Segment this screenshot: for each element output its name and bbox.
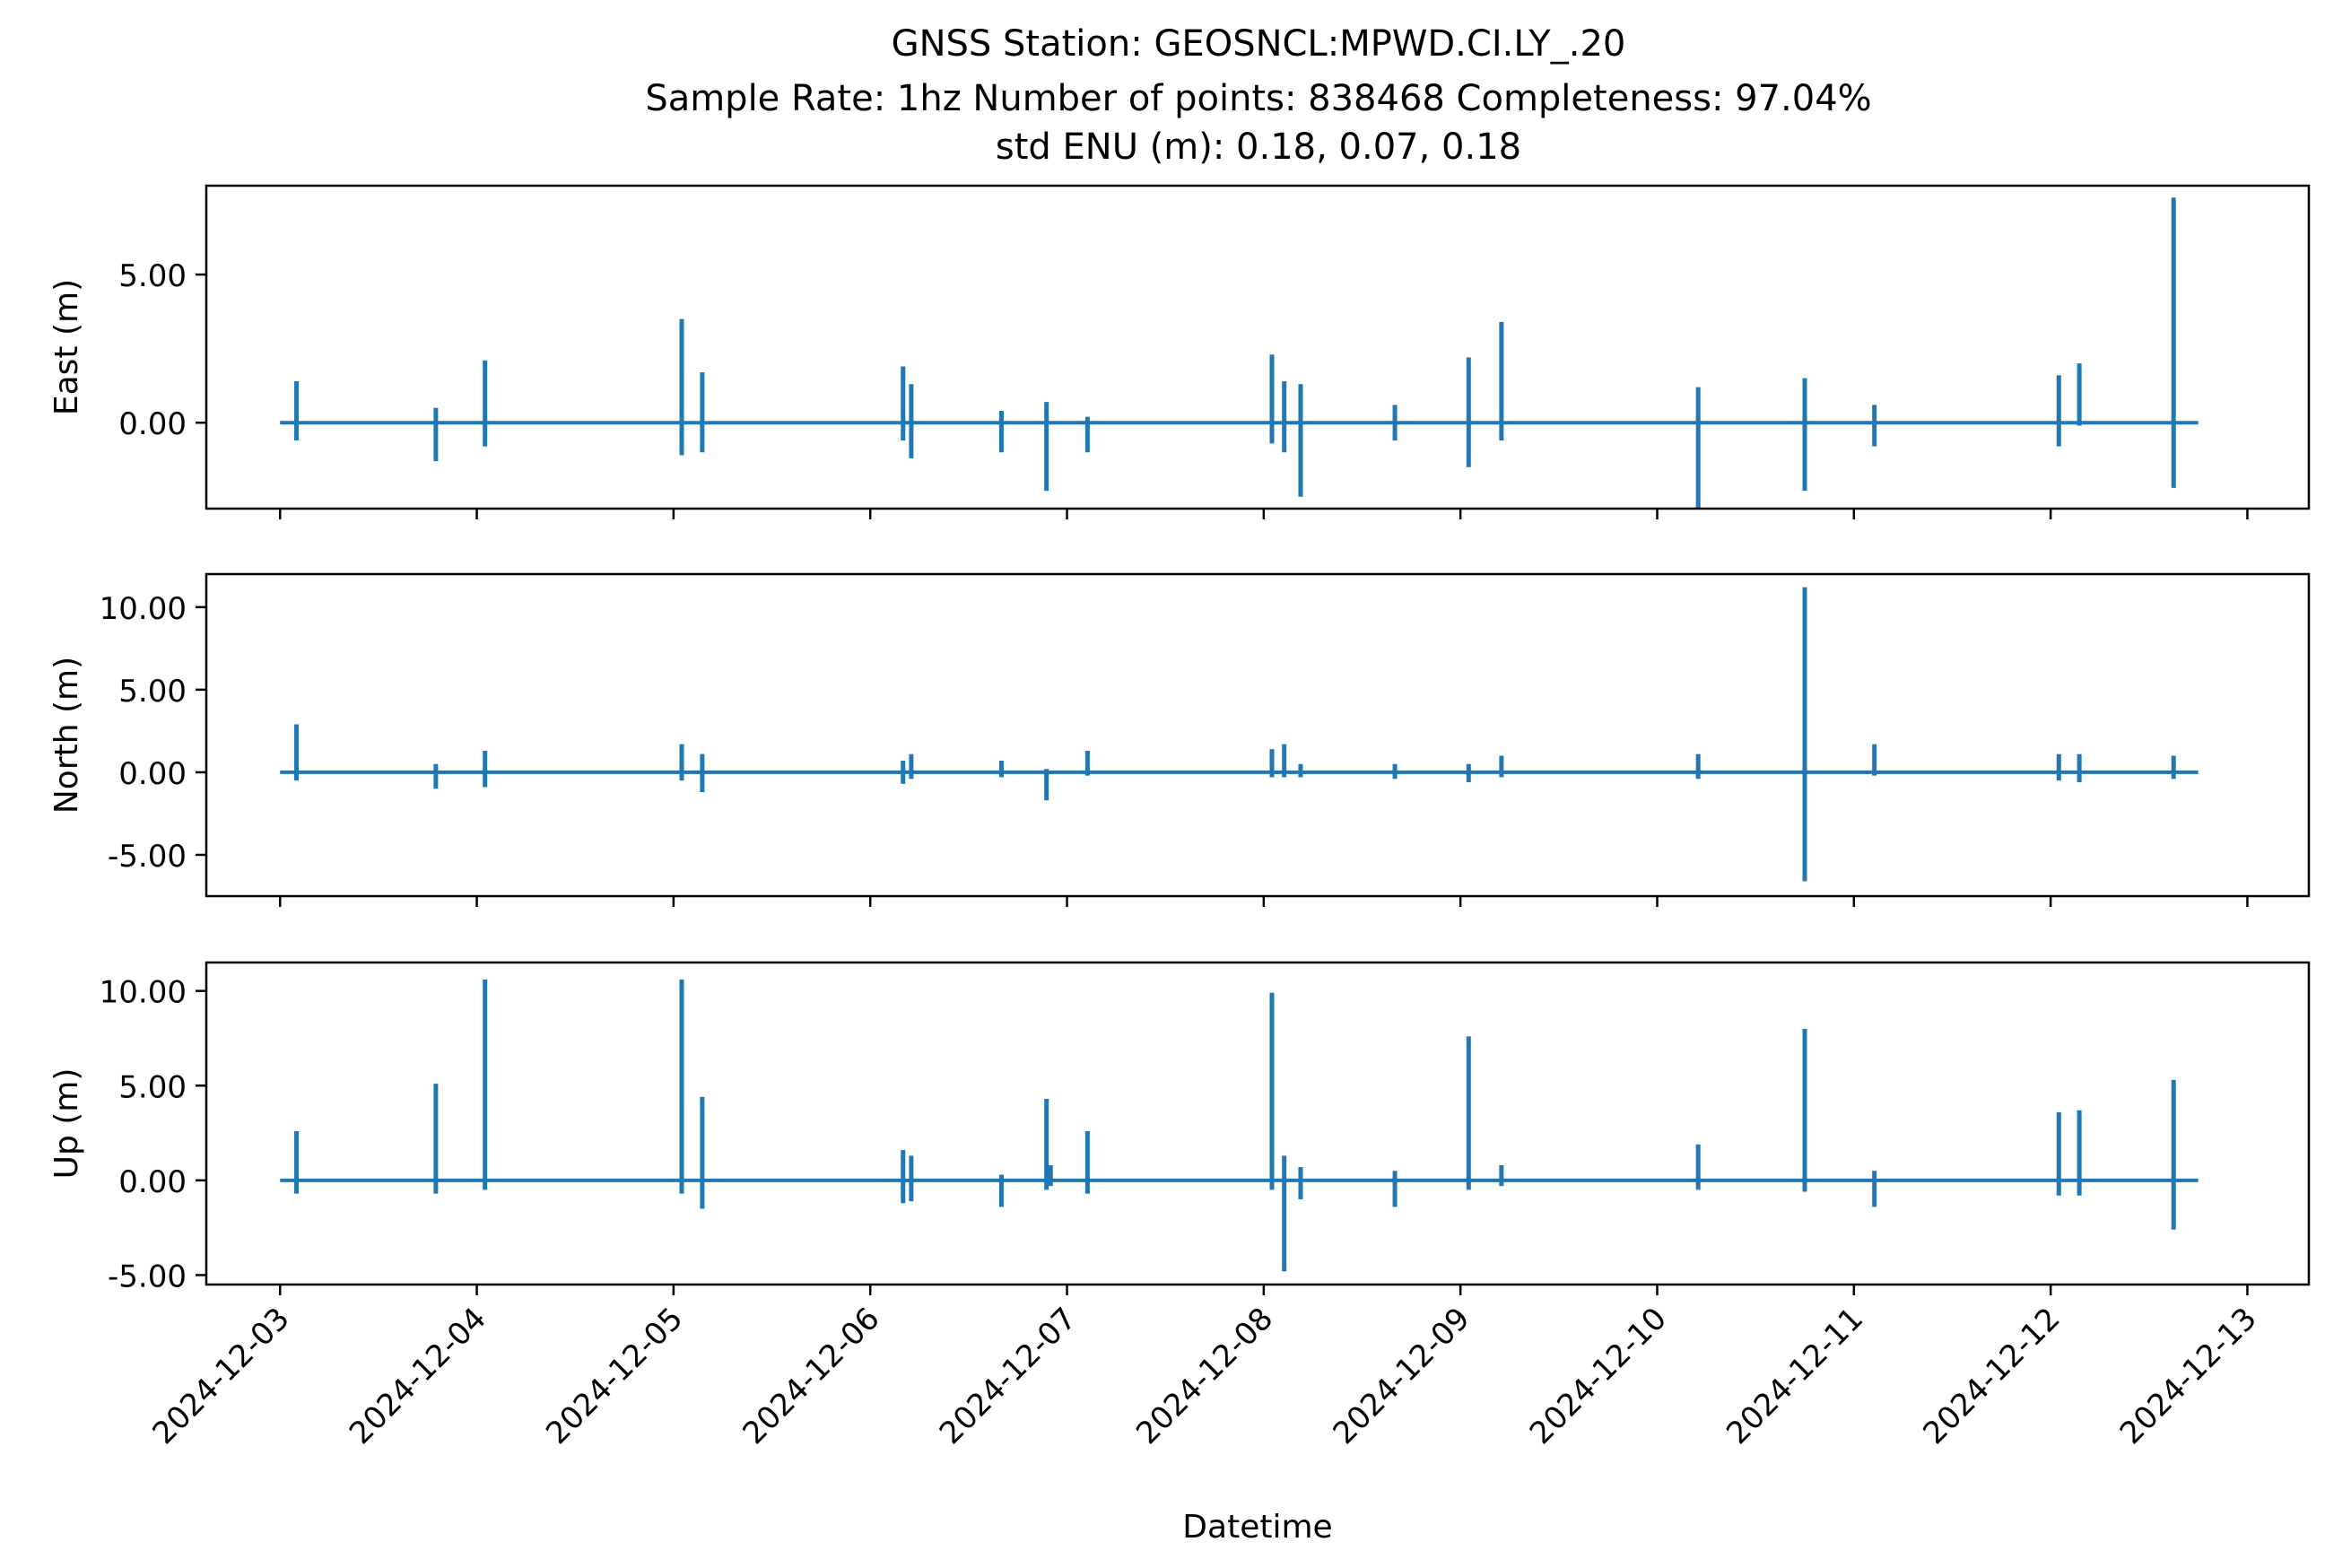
east-ytick-label: 5.00: [118, 258, 187, 294]
east-ytick-label: 0.00: [118, 406, 187, 442]
up-ytick-label: 0.00: [118, 1164, 187, 1200]
up-ytick-label: -5.00: [108, 1259, 187, 1294]
x-axis-label: Datetime: [1182, 1509, 1332, 1546]
up-ylabel: Up (m): [48, 1068, 85, 1180]
north-ytick-label: 10.00: [100, 591, 187, 627]
up-axes-frame: [205, 961, 2311, 1286]
north-ytick-label: 0.00: [118, 756, 187, 792]
north-ytick-label: -5.00: [108, 839, 187, 875]
up-ytick-label: 10.00: [100, 975, 187, 1011]
chart-title-line-1: GNSS Station: GEOSNCL:MPWD.CI.LY_.20: [892, 23, 1626, 65]
up-ytick-label: 5.00: [118, 1069, 187, 1105]
north-ytick-label: 5.00: [118, 674, 187, 710]
east-panel: 0.00 5.00 East (m): [48, 184, 2311, 519]
north-ylabel: North (m): [48, 657, 85, 814]
up-panel: -5.00 0.00 5.00 10.00 Up (m): [48, 961, 2311, 1295]
chart-title-line-3: std ENU (m): 0.18, 0.07, 0.18: [996, 126, 1521, 168]
north-axes-frame: [205, 572, 2311, 898]
east-axes-frame: [205, 184, 2311, 510]
east-ylabel: East (m): [48, 279, 85, 415]
north-panel: -5.00 0.00 5.00 10.00 North (m): [48, 572, 2311, 907]
chart-title-line-2: Sample Rate: 1hz Number of points: 83846…: [645, 78, 1871, 119]
